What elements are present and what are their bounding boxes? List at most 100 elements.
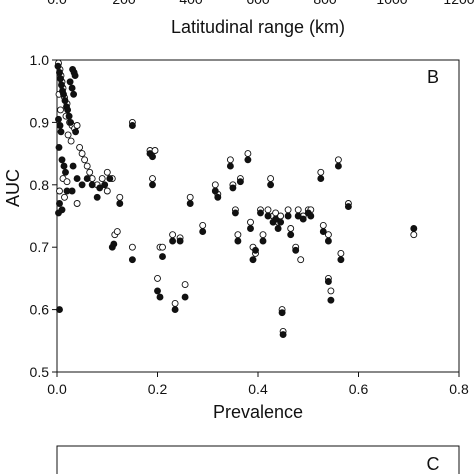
open-point (334, 156, 342, 164)
filled-point (229, 184, 237, 192)
y-axis-label: AUC (3, 169, 23, 207)
filled-point (236, 178, 244, 186)
filled-point (54, 62, 62, 70)
open-point (337, 249, 345, 257)
filled-point (149, 181, 156, 189)
y-tick-label: 0.9 (30, 114, 50, 130)
filled-point (56, 200, 63, 207)
open-point (244, 150, 252, 158)
open-point (56, 187, 63, 195)
filled-point (66, 78, 74, 86)
filled-point (287, 231, 295, 239)
filled-point (307, 212, 315, 220)
open-point (171, 299, 179, 307)
filled-point (128, 122, 136, 129)
filled-point (57, 128, 65, 136)
filled-point (70, 90, 78, 98)
plot-frame (56, 59, 460, 373)
filled-point (73, 175, 81, 183)
open-point (287, 225, 295, 232)
open-point (199, 221, 207, 229)
open-point (267, 175, 275, 183)
open-point (63, 178, 71, 186)
open-point (64, 131, 72, 139)
filled-point (67, 118, 75, 126)
filled-point (274, 225, 282, 232)
filled-point (156, 293, 164, 301)
filled-point (110, 240, 118, 248)
x-tick-label: 0.0 (47, 381, 67, 397)
open-point (247, 218, 254, 226)
filled-point (294, 212, 302, 220)
y-tick-label: 0.7 (30, 239, 50, 255)
open-point (410, 231, 418, 239)
open-point (169, 231, 177, 239)
filled-point (319, 228, 327, 236)
top-x-axis-label: Latitudinal range (km) (171, 17, 345, 37)
filled-point (249, 256, 257, 264)
y-axis-ticks: 0.5 0.6 0.7 0.8 0.9 1.0 (30, 52, 57, 380)
filled-point (55, 115, 62, 123)
filled-point (176, 237, 184, 245)
filled-point (57, 75, 64, 83)
filled-point (247, 225, 254, 232)
top-tick-label: 200 (112, 0, 136, 7)
open-point (61, 193, 68, 201)
open-point (78, 150, 86, 158)
open-point (159, 243, 166, 251)
filled-point (60, 90, 67, 98)
filled-point (78, 181, 86, 189)
data-points (54, 59, 418, 339)
filled-point (68, 187, 76, 195)
open-point (319, 221, 327, 229)
filled-point (231, 209, 239, 217)
filled-point (279, 331, 287, 339)
filled-point (96, 184, 104, 192)
filled-point (284, 212, 292, 220)
filled-point (55, 209, 62, 217)
filled-point (181, 293, 189, 301)
filled-point (56, 69, 63, 76)
filled-point (72, 128, 80, 136)
bottom-panel-fragment: C (56, 445, 460, 474)
filled-point (317, 175, 325, 183)
open-point (297, 256, 305, 264)
top-tick-label: 800 (313, 0, 337, 7)
open-point (83, 162, 91, 170)
filled-point (199, 228, 207, 236)
filled-point (68, 84, 76, 92)
open-point (86, 168, 94, 176)
filled-point (60, 162, 68, 170)
open-point (76, 143, 84, 151)
open-point (154, 274, 161, 282)
filled-point (259, 237, 267, 245)
filled-point (169, 237, 177, 245)
x-axis-ticks: 0.0 0.2 0.4 0.6 0.8 (47, 372, 469, 397)
y-tick-label: 0.8 (30, 177, 50, 193)
open-point (294, 206, 302, 214)
open-point (128, 243, 136, 251)
filled-point (55, 143, 63, 151)
open-point (103, 187, 111, 195)
open-point (186, 193, 194, 201)
filled-point (64, 106, 72, 114)
panel-b: 0.5 0.6 0.7 0.8 0.9 1.0 0.0 0.2 0.4 0.6 0.8 B AUC… (3, 52, 469, 422)
filled-point (337, 256, 345, 264)
top-tick-label: 1000 (376, 0, 407, 7)
filled-point (58, 81, 65, 89)
filled-point (292, 246, 300, 254)
open-point (259, 231, 267, 239)
filled-point (234, 237, 242, 245)
filled-point (149, 153, 156, 161)
filled-point (62, 168, 69, 176)
x-tick-label: 0.8 (449, 381, 469, 397)
filled-point (83, 175, 91, 183)
filled-point (410, 225, 418, 232)
y-tick-label: 1.0 (30, 52, 50, 68)
open-point (81, 156, 89, 164)
filled-point (278, 309, 286, 317)
open-point (67, 137, 75, 145)
filled-point (171, 306, 179, 314)
filled-point (264, 212, 272, 220)
bottom-panel-frame (56, 445, 460, 474)
